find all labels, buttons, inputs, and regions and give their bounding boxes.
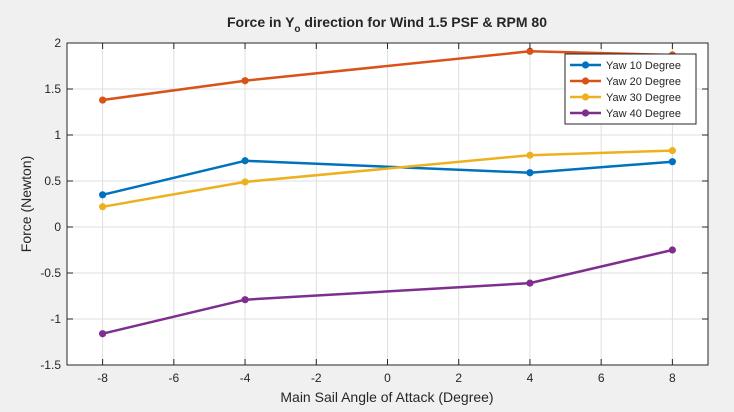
x-tick-label: -8 bbox=[97, 371, 108, 385]
y-tick-label: -1 bbox=[50, 312, 61, 326]
data-point bbox=[99, 191, 107, 199]
x-tick-label: 6 bbox=[598, 371, 605, 385]
y-tick-label: 2 bbox=[54, 36, 61, 50]
series-line bbox=[102, 248, 673, 335]
data-point bbox=[241, 77, 249, 85]
data-point bbox=[668, 147, 676, 155]
x-tick-label: 4 bbox=[527, 371, 534, 385]
x-tick-label: 0 bbox=[384, 371, 391, 385]
series-line bbox=[102, 149, 673, 209]
y-tick-label: 1 bbox=[54, 128, 61, 142]
y-tick-label: -1.5 bbox=[40, 358, 61, 372]
title-rest: direction for Wind 1.5 PSF & RPM 80 bbox=[301, 14, 548, 30]
x-tick-label: 2 bbox=[455, 371, 462, 385]
data-point bbox=[241, 296, 249, 304]
legend: Yaw 10 Degree Yaw 20 Degree Yaw 30 Degree Y… bbox=[564, 53, 697, 125]
data-point bbox=[241, 178, 249, 186]
legend-marker bbox=[581, 61, 590, 69]
y-axis-label: Force (Newton) bbox=[18, 156, 34, 252]
data-point bbox=[526, 279, 534, 287]
data-point bbox=[99, 203, 107, 211]
x-tick-label: -2 bbox=[311, 371, 322, 385]
data-point bbox=[99, 96, 107, 104]
series-yaw-30-degree bbox=[99, 147, 676, 211]
series-line bbox=[102, 159, 673, 197]
series-yaw-40-degree bbox=[99, 246, 676, 338]
x-tick-label: 8 bbox=[669, 371, 676, 385]
legend-marker bbox=[581, 77, 590, 85]
data-point bbox=[668, 158, 676, 166]
data-point bbox=[526, 169, 534, 177]
legend-label: Yaw 20 Degree bbox=[606, 76, 681, 88]
data-point bbox=[526, 151, 534, 159]
legend-label: Yaw 40 Degree bbox=[606, 108, 681, 120]
legend-marker bbox=[581, 93, 590, 101]
axis-ticks: -8 -6 -4 -2 0 2 4 6 8 -1.5 -1 -0.5 0 0.5 1 1.5 2 bbox=[40, 36, 708, 385]
data-point bbox=[241, 157, 249, 165]
y-tick-label: 0.5 bbox=[44, 174, 61, 188]
title-main: Force in Y bbox=[227, 14, 295, 30]
data-point bbox=[526, 47, 534, 55]
chart-title: Force in Yo direction for Wind 1.5 PSF &… bbox=[227, 14, 547, 35]
y-tick-label: 0 bbox=[54, 220, 61, 234]
y-tick-label: 1.5 bbox=[44, 82, 61, 96]
series-line bbox=[102, 50, 673, 102]
x-axis-label: Main Sail Angle of Attack (Degree) bbox=[280, 389, 493, 405]
title-subscript: o bbox=[294, 24, 300, 35]
x-tick-label: -6 bbox=[168, 371, 179, 385]
data-point bbox=[668, 246, 676, 254]
x-tick-label: -4 bbox=[240, 371, 251, 385]
legend-marker bbox=[581, 109, 590, 117]
legend-label: Yaw 10 Degree bbox=[606, 60, 681, 72]
series-yaw-10-degree bbox=[99, 157, 676, 199]
legend-label: Yaw 30 Degree bbox=[606, 92, 681, 104]
data-point bbox=[99, 330, 107, 338]
y-tick-label: -0.5 bbox=[40, 266, 61, 280]
